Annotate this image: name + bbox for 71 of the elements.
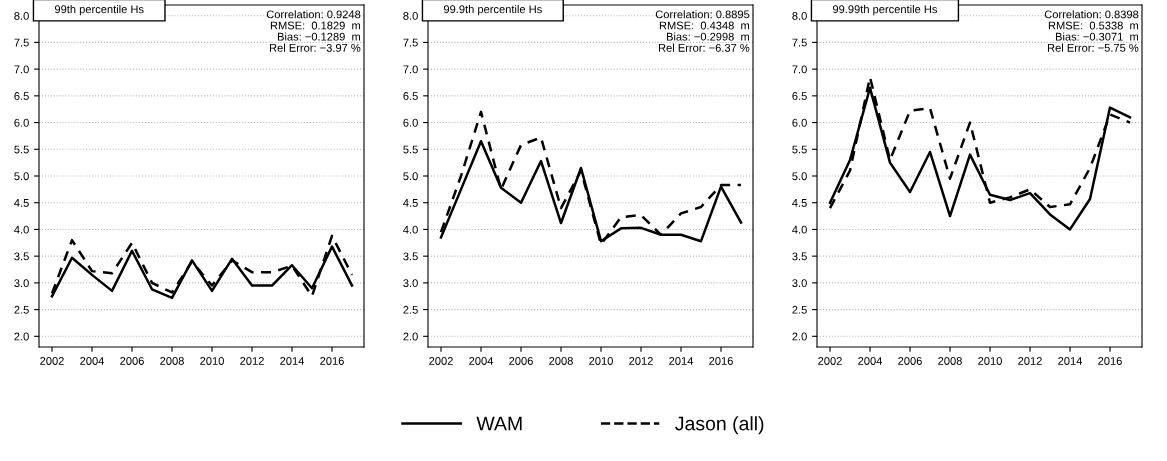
y-tick-label: 2.0 [14, 332, 29, 341]
x-tick-label: 2008 [549, 357, 573, 365]
y-tick-label: 2.5 [792, 305, 807, 314]
y-tick-label: 6.5 [792, 92, 807, 100]
chart-title: 99th percentile Hs [54, 5, 144, 16]
annotation: Correlation: 0.9248 RMSE: 0.1829 m Bias: −0.1289 m Rel Error: −3.97 % [266, 10, 361, 52]
x-tick-label: 2002 [40, 357, 64, 365]
y-tick-label: 2.5 [14, 305, 29, 314]
y-tick-label: 7.5 [792, 38, 807, 47]
chart-title: 99.9th percentile Hs [443, 5, 542, 16]
annotation: Correlation: 0.8398 RMSE: 0.5338 m Bias: −0.3071 m Rel Error: −5.75 % [1044, 10, 1139, 52]
x-tick-label: 2008 [160, 357, 184, 365]
y-tick-label: 7.0 [403, 65, 418, 74]
x-tick-label: 2004 [469, 357, 494, 365]
y-tick-label: 6.0 [14, 118, 29, 127]
x-tick-label: 2006 [509, 357, 533, 365]
x-tick-label: 2004 [858, 357, 883, 365]
y-tick-label: 7.0 [14, 65, 29, 74]
x-tick-label: 2012 [1018, 357, 1042, 365]
x-tick-label: 2012 [629, 357, 653, 365]
y-tick-label: 6.5 [14, 92, 29, 100]
x-tick-label: 2010 [978, 357, 1002, 365]
y-tick-label: 4.5 [403, 199, 418, 207]
x-tick-label: 2002 [818, 357, 842, 365]
y-tick-label: 4.5 [14, 199, 29, 207]
y-tick-label: 7.5 [403, 38, 418, 47]
x-tick-label: 2014 [669, 357, 694, 365]
y-tick-label: 5.0 [14, 172, 29, 181]
y-tick-label: 7.0 [792, 65, 807, 74]
y-tick-label: 8.0 [14, 11, 29, 20]
x-tick-label: 2006 [898, 357, 922, 365]
y-tick-label: 4.0 [14, 225, 29, 234]
y-tick-label: 8.0 [403, 11, 418, 20]
y-tick-label: 5.5 [403, 145, 418, 154]
x-tick-label: 2004 [80, 357, 105, 365]
y-tick-label: 4.0 [403, 225, 418, 234]
y-tick-label: 6.0 [792, 118, 807, 127]
y-tick-label: 4.5 [792, 199, 807, 207]
y-tick-label: 3.0 [792, 279, 807, 288]
y-tick-label: 2.5 [403, 305, 418, 314]
x-tick-label: 2002 [429, 357, 453, 365]
x-tick-label: 2010 [200, 357, 224, 365]
y-tick-label: 5.5 [14, 145, 29, 154]
x-tick-label: 2014 [1058, 357, 1083, 365]
y-tick-label: 3.5 [792, 252, 807, 261]
chart-title: 99.99th percentile Hs [832, 5, 938, 16]
y-tick-label: 5.0 [792, 172, 807, 181]
x-tick-label: 2016 [320, 357, 344, 365]
y-tick-label: 5.0 [403, 172, 418, 181]
y-tick-label: 5.5 [792, 145, 807, 154]
y-tick-label: 2.0 [792, 332, 807, 341]
x-tick-label: 2008 [938, 357, 962, 365]
x-tick-label: 2016 [1098, 357, 1122, 365]
x-tick-label: 2012 [240, 357, 264, 365]
y-tick-label: 3.5 [403, 252, 418, 261]
legend-label: WAM [476, 416, 522, 431]
y-tick-label: 6.5 [403, 92, 418, 100]
y-tick-label: 3.0 [403, 279, 418, 288]
x-tick-label: 2006 [120, 357, 144, 365]
y-tick-label: 8.0 [792, 11, 807, 20]
x-tick-label: 2010 [589, 357, 613, 365]
y-tick-label: 6.0 [403, 118, 418, 127]
legend-label: Jason (all) [675, 416, 764, 435]
y-tick-label: 4.0 [792, 225, 807, 234]
y-tick-label: 2.0 [403, 332, 418, 341]
x-tick-label: 2014 [280, 357, 305, 365]
y-tick-label: 3.0 [14, 279, 29, 288]
y-tick-label: 3.5 [14, 252, 29, 261]
y-tick-label: 7.5 [14, 38, 29, 47]
annotation: Correlation: 0.8895 RMSE: 0.4348 m Bias: −0.2998 m Rel Error: −6.37 % [655, 10, 750, 52]
x-tick-label: 2016 [709, 357, 733, 365]
